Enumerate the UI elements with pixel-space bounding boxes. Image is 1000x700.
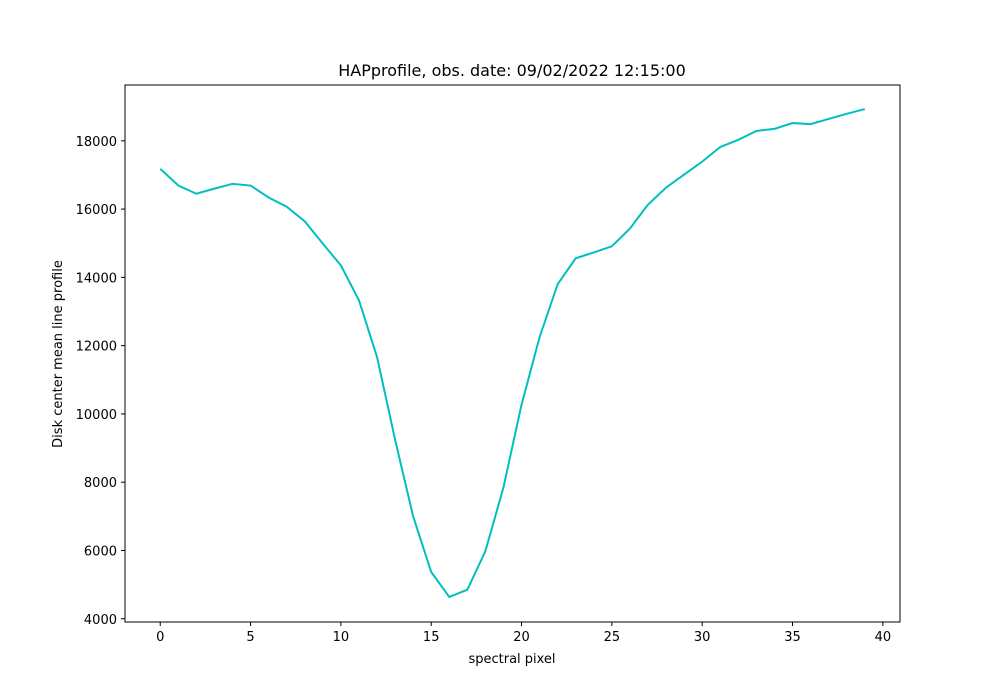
chart-title: HAPprofile, obs. date: 09/02/2022 12:15:… <box>338 61 686 80</box>
x-tick-label: 5 <box>246 630 254 645</box>
y-tick-label: 4000 <box>84 613 117 628</box>
x-axis-label: spectral pixel <box>468 652 555 667</box>
x-tick-label: 30 <box>694 630 711 645</box>
y-tick-label: 18000 <box>76 135 117 150</box>
x-tick-label: 15 <box>423 630 440 645</box>
plot-frame <box>124 84 901 623</box>
y-tick-label: 6000 <box>84 544 117 559</box>
x-tick-label: 10 <box>333 630 350 645</box>
x-tick-label: 0 <box>156 630 164 645</box>
y-axis-label: Disk center mean line profile <box>51 260 66 448</box>
x-tick-label: 20 <box>513 630 530 645</box>
x-tick-label: 25 <box>604 630 621 645</box>
x-tick-label: 40 <box>875 630 892 645</box>
y-tick-label: 12000 <box>76 340 117 355</box>
line-series <box>159 108 866 599</box>
y-tick-label: 8000 <box>84 476 117 491</box>
y-tick-label: 14000 <box>76 271 117 286</box>
x-tick-label: 35 <box>784 630 801 645</box>
y-tick-label: 10000 <box>76 408 117 423</box>
y-tick-label: 16000 <box>76 203 117 218</box>
